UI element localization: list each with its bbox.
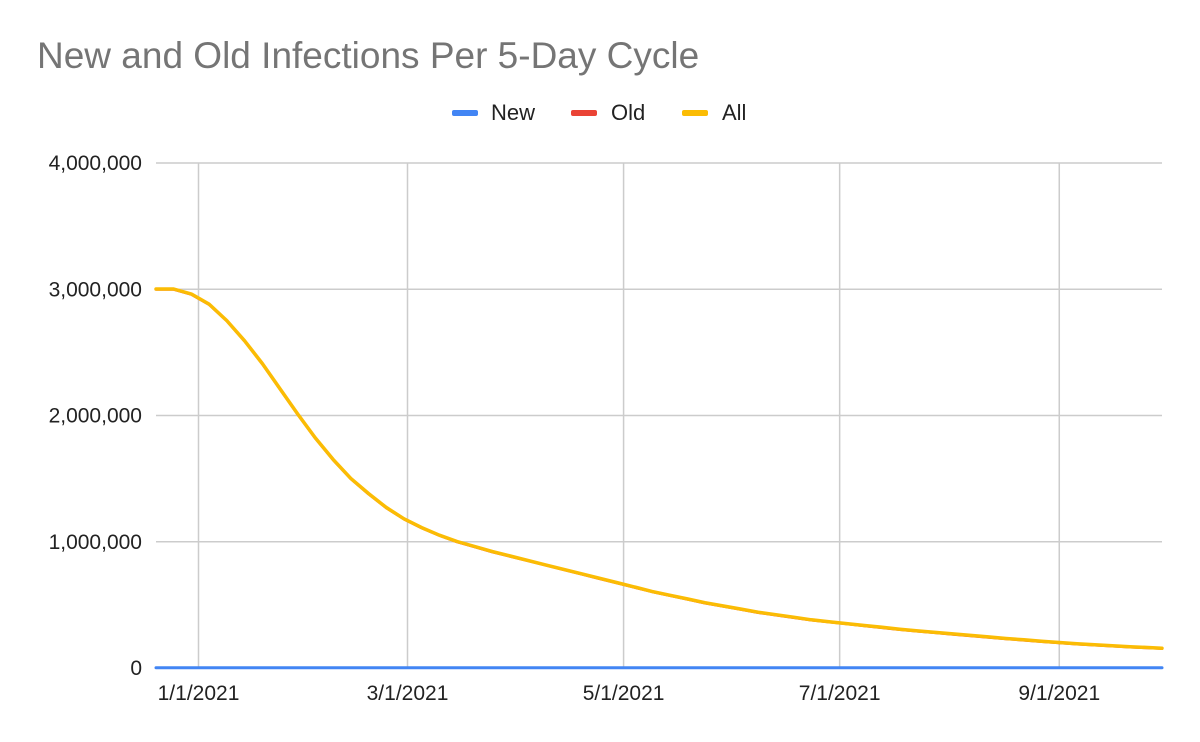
plot-area: [154, 287, 1164, 670]
x-axis: 1/1/2021 3/1/2021 5/1/2021 7/1/2021 9/1/2021: [158, 682, 1101, 705]
legend-label-all: All: [722, 100, 746, 125]
chart-title: New and Old Infections Per 5-Day Cycle: [37, 35, 699, 76]
y-tick-label: 3,000,000: [49, 278, 142, 301]
legend-label-old: Old: [611, 100, 645, 125]
series-line-all: [154, 287, 1164, 650]
y-axis: 0 1,000,000 2,000,000 3,000,000 4,000,000: [49, 152, 142, 680]
y-tick-label: 4,000,000: [49, 152, 142, 175]
legend-swatch-new: [452, 110, 478, 116]
legend-item-old[interactable]: Old: [571, 100, 645, 125]
x-tick-label: 1/1/2021: [158, 682, 240, 705]
y-tick-label: 1,000,000: [49, 531, 142, 554]
y-tick-label: 0: [130, 657, 142, 680]
legend-item-all[interactable]: All: [682, 100, 746, 125]
legend-label-new: New: [491, 100, 535, 125]
x-tick-label: 3/1/2021: [367, 682, 449, 705]
x-tick-label: 9/1/2021: [1018, 682, 1100, 705]
legend-item-new[interactable]: New: [452, 100, 535, 125]
y-tick-label: 2,000,000: [49, 405, 142, 428]
x-tick-label: 5/1/2021: [583, 682, 665, 705]
chart-legend: New Old All: [452, 100, 746, 125]
x-tick-label: 7/1/2021: [799, 682, 881, 705]
legend-swatch-all: [682, 110, 708, 116]
legend-swatch-old: [571, 110, 597, 116]
